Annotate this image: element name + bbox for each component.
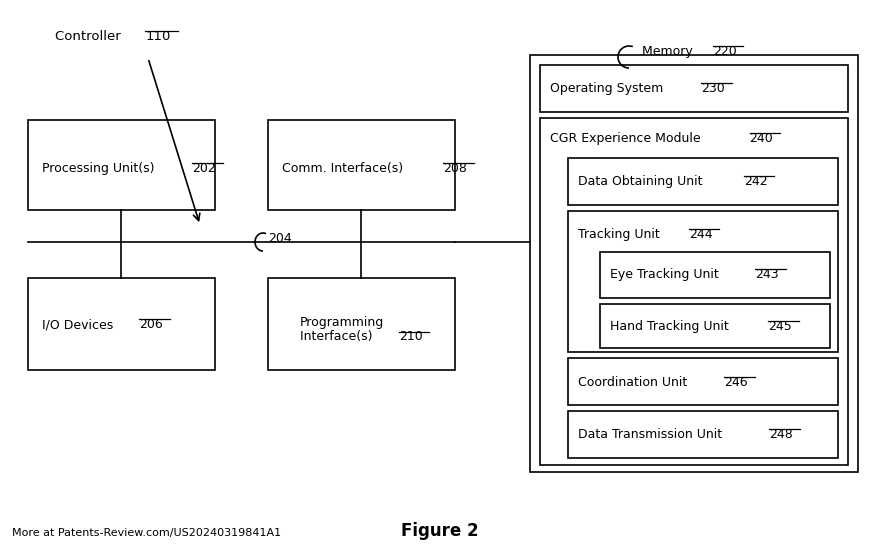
Bar	[268, 278, 455, 370]
Text: 210: 210	[399, 330, 422, 343]
Text: Data Obtaining Unit: Data Obtaining Unit	[578, 175, 707, 188]
Text: 204: 204	[268, 232, 292, 245]
Text: Programming: Programming	[300, 316, 385, 329]
Text: 240: 240	[750, 132, 774, 145]
Text: Data Transmission Unit: Data Transmission Unit	[578, 428, 726, 441]
Bar	[28, 120, 215, 210]
Text: 208: 208	[444, 162, 467, 175]
Text: Operating System: Operating System	[550, 82, 667, 95]
Text: CGR Experience Module: CGR Experience Module	[550, 132, 705, 145]
Bar	[600, 252, 830, 298]
Text: Memory: Memory	[642, 45, 697, 58]
Bar	[568, 211, 838, 352]
Text: Eye Tracking Unit: Eye Tracking Unit	[610, 268, 722, 281]
Bar	[568, 411, 838, 458]
Bar	[568, 358, 838, 405]
Text: More at Patents-Review.com/US20240319841A1: More at Patents-Review.com/US20240319841…	[12, 528, 281, 538]
Text: 243: 243	[756, 268, 779, 281]
Text: Controller: Controller	[55, 30, 125, 43]
Text: Comm. Interface(s): Comm. Interface(s)	[282, 162, 407, 175]
Text: 242: 242	[744, 175, 767, 188]
Text: 220: 220	[713, 45, 737, 58]
Bar	[600, 304, 830, 348]
Text: Hand Tracking Unit: Hand Tracking Unit	[610, 320, 733, 333]
Bar	[540, 65, 848, 112]
Text: Tracking Unit: Tracking Unit	[578, 228, 664, 241]
Text: 206: 206	[139, 318, 163, 331]
Text: 245: 245	[768, 320, 792, 333]
Text: 230: 230	[701, 82, 725, 95]
Text: 246: 246	[724, 376, 748, 389]
Bar	[268, 120, 455, 210]
Text: Coordination Unit: Coordination Unit	[578, 376, 692, 389]
Text: 244: 244	[689, 228, 712, 241]
Text: I/O Devices: I/O Devices	[42, 318, 117, 331]
Bar	[530, 55, 858, 472]
Text: 110: 110	[145, 30, 171, 43]
Text: Interface(s): Interface(s)	[300, 330, 377, 343]
Bar	[568, 158, 838, 205]
Text: 202: 202	[193, 162, 216, 175]
Text: 248: 248	[769, 428, 793, 441]
Bar	[28, 278, 215, 370]
Bar	[540, 118, 848, 465]
Text: Figure 2: Figure 2	[401, 522, 479, 540]
Text: Processing Unit(s): Processing Unit(s)	[42, 162, 158, 175]
